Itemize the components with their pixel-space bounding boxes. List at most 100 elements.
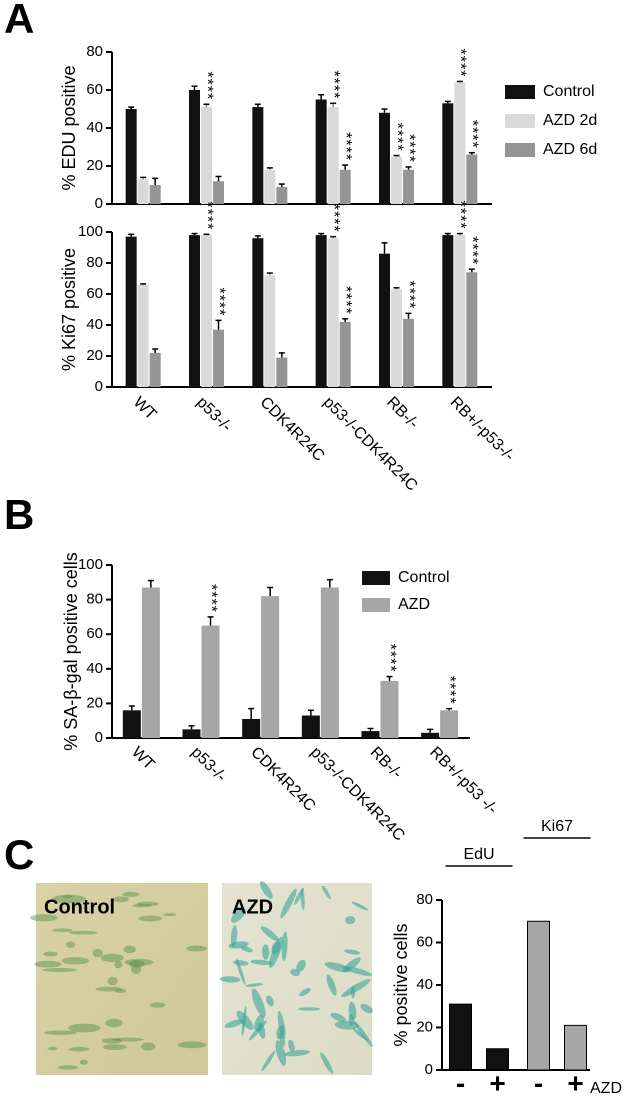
- cell: [290, 968, 301, 977]
- cell: [300, 888, 305, 911]
- y-tick-label: 100: [78, 223, 103, 240]
- cell: [47, 1046, 58, 1051]
- bar: [361, 731, 380, 738]
- bar: [449, 1003, 472, 1071]
- cell: [43, 951, 58, 957]
- x-tick-label: +: [489, 1067, 505, 1098]
- image-label: AZD: [232, 896, 273, 918]
- bar: [149, 352, 161, 387]
- y-tick-label: 100: [78, 556, 103, 573]
- bar: [201, 625, 220, 738]
- cell: [114, 960, 123, 969]
- cell: [296, 959, 306, 972]
- significance: ****: [452, 201, 469, 230]
- x-tick-label: p53-/-: [193, 394, 235, 436]
- x-tick-label: RB-/-: [383, 394, 421, 432]
- cell: [112, 1037, 144, 1042]
- legend-label: AZD 6d: [543, 141, 597, 158]
- significance: ****: [325, 70, 342, 99]
- bar: [454, 82, 466, 204]
- bar: [327, 238, 339, 387]
- cell: [275, 1040, 287, 1066]
- image-label: Control: [44, 896, 115, 918]
- bar: [391, 289, 402, 387]
- y-tick-label: 20: [86, 347, 103, 364]
- cell: [334, 1020, 359, 1030]
- cell: [186, 945, 207, 952]
- legend-swatch: [505, 114, 535, 128]
- cell: [66, 941, 75, 949]
- significance: ****: [388, 123, 405, 152]
- significance: ****: [400, 134, 417, 163]
- bar: [466, 272, 478, 387]
- y-tick-label: 40: [86, 316, 103, 333]
- bar: [141, 587, 160, 738]
- cell: [62, 895, 73, 899]
- legend-label: AZD 2d: [543, 112, 597, 129]
- y-tick-label: 60: [86, 285, 103, 302]
- cell: [326, 974, 337, 996]
- bar: [149, 185, 161, 204]
- significance: ****: [400, 280, 417, 309]
- bar: [421, 732, 440, 738]
- cell: [34, 960, 62, 968]
- y-tick-label: 20: [86, 157, 103, 174]
- cell: [251, 988, 266, 1018]
- bar: [252, 238, 264, 387]
- bar: [125, 109, 137, 204]
- cell: [100, 953, 124, 963]
- cell: [230, 908, 246, 923]
- bar: [442, 103, 454, 204]
- cell: [92, 948, 103, 958]
- bar: [276, 357, 288, 387]
- significance: ****: [464, 236, 481, 265]
- cell: [230, 925, 238, 948]
- cell: [259, 881, 273, 900]
- y-tick-label: 40: [86, 119, 103, 136]
- bar: [320, 587, 339, 738]
- bar: [315, 235, 327, 387]
- cell: [344, 949, 361, 955]
- cell: [266, 995, 274, 1007]
- cell: [57, 1065, 79, 1070]
- y-tick-label: 0: [95, 729, 103, 746]
- y-axis-label: % EDU positive: [59, 65, 79, 190]
- x-tick-label: +: [567, 1067, 583, 1098]
- cell: [177, 1041, 207, 1049]
- cell: [283, 1049, 310, 1057]
- y-axis-label: % SA-β-gal positive cells: [61, 552, 81, 750]
- significance: ****: [210, 287, 227, 316]
- panel-label: A: [4, 0, 34, 42]
- cell: [261, 1050, 276, 1072]
- cell: [341, 979, 371, 998]
- cell: [68, 1046, 90, 1052]
- bar: [242, 718, 261, 738]
- cell: [281, 931, 288, 962]
- significance: ****: [337, 132, 354, 161]
- significance: ****: [198, 71, 215, 100]
- legend-swatch: [362, 571, 390, 585]
- y-tick-label: 80: [86, 43, 103, 60]
- y-tick-label: 80: [86, 591, 103, 608]
- cell: [299, 988, 311, 997]
- cell: [163, 913, 176, 917]
- y-tick-label: 80: [416, 891, 433, 908]
- cell: [245, 983, 264, 987]
- cell: [138, 915, 163, 922]
- legend-label: AZD: [398, 596, 430, 613]
- y-tick-label: 20: [86, 694, 103, 711]
- x-tick-label: WT: [128, 744, 158, 774]
- x-tick-label: RB+/-p53-/-: [447, 394, 518, 465]
- cell: [114, 988, 127, 994]
- bar: [125, 236, 137, 387]
- bar: [189, 235, 200, 387]
- significance: ****: [198, 201, 215, 230]
- cell: [261, 944, 270, 960]
- cell: [136, 901, 159, 906]
- bar: [201, 107, 212, 204]
- cell: [105, 1018, 123, 1028]
- bar: [486, 1048, 509, 1071]
- bar: [391, 156, 402, 204]
- y-tick-label: 60: [86, 625, 103, 642]
- bar: [276, 186, 288, 204]
